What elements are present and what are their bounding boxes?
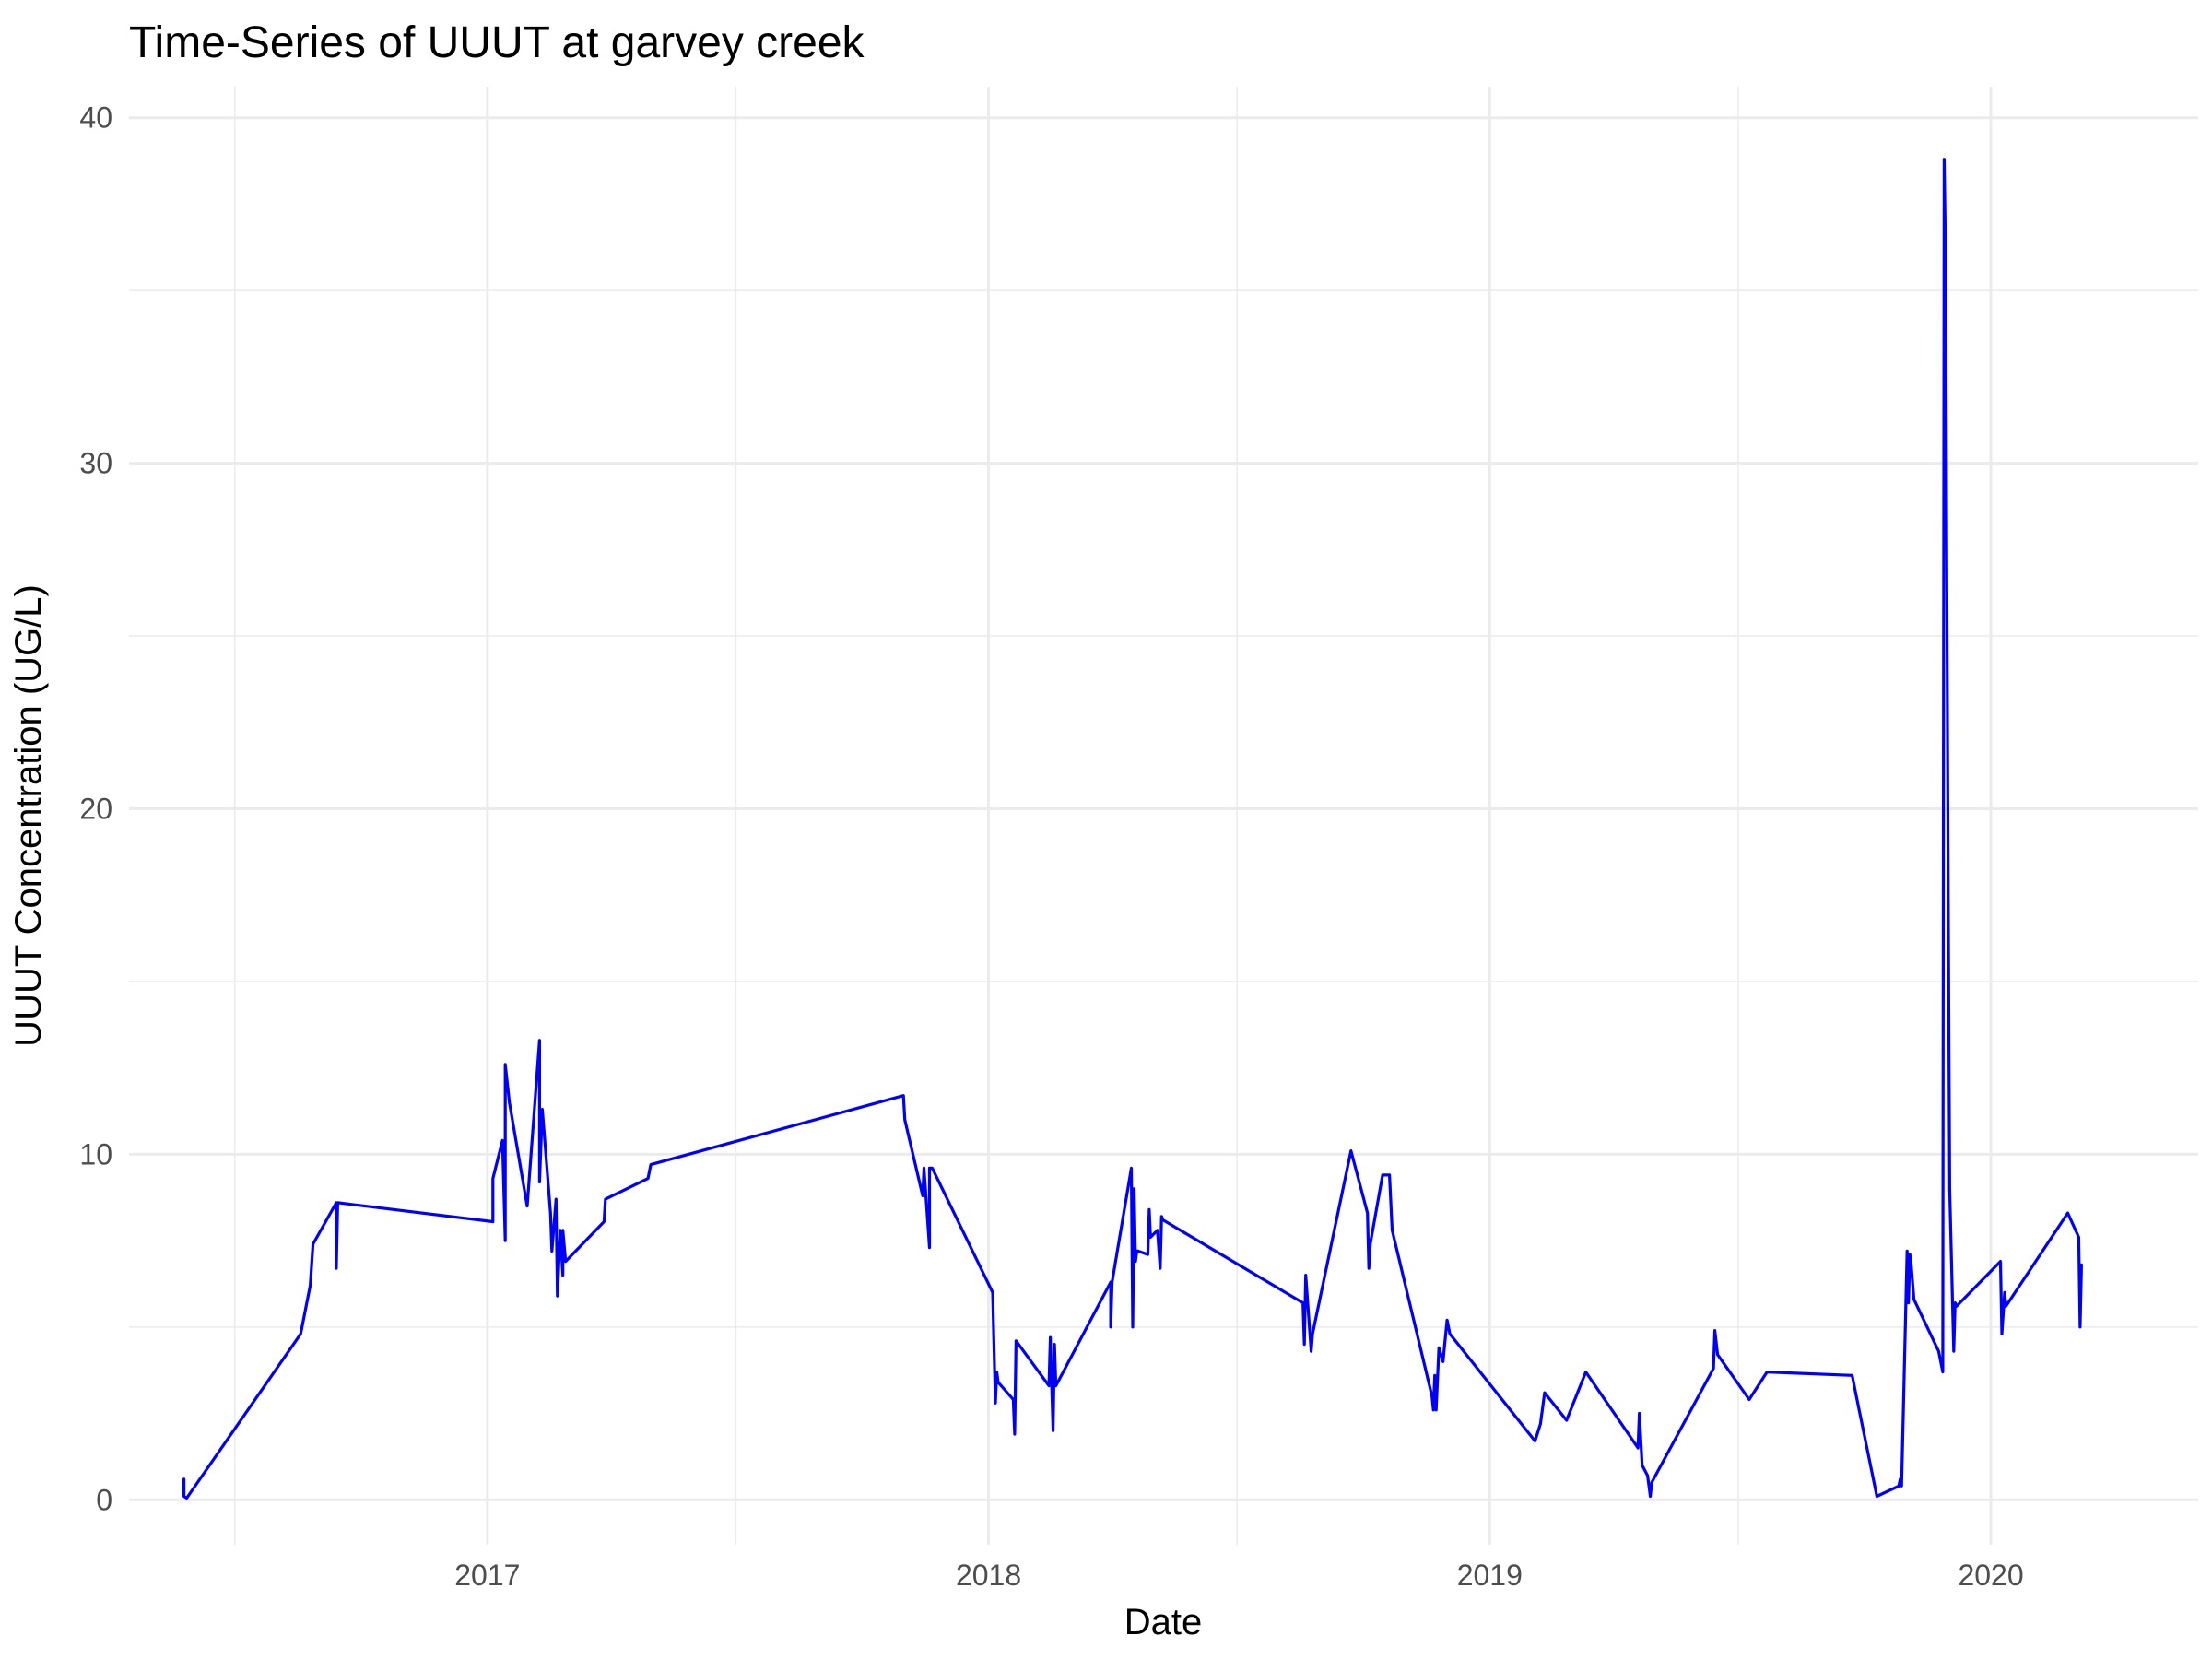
series-line: [182, 158, 2083, 1500]
series-layer: [182, 158, 2083, 1500]
y-tick-label: 0: [96, 1483, 112, 1516]
tick-labels: 2017 2018 2019 2020 0 10 20 30 40: [79, 101, 2023, 1592]
y-tick-label: 30: [79, 447, 112, 480]
x-axis-label: Date: [1124, 1602, 1203, 1642]
y-tick-label: 20: [79, 793, 112, 826]
x-tick-label: 2020: [1958, 1559, 2023, 1592]
x-tick-label: 2018: [956, 1559, 1021, 1592]
x-tick-label: 2017: [454, 1559, 520, 1592]
y-tick-label: 10: [79, 1137, 112, 1171]
y-axis-label: UUUT Concentration (UG/L): [8, 584, 49, 1047]
x-tick-label: 2019: [1457, 1559, 1523, 1592]
y-tick-label: 40: [79, 101, 112, 135]
grid: [129, 87, 2198, 1545]
chart-title: Time-Series of UUUT at garvey creek: [129, 18, 865, 67]
